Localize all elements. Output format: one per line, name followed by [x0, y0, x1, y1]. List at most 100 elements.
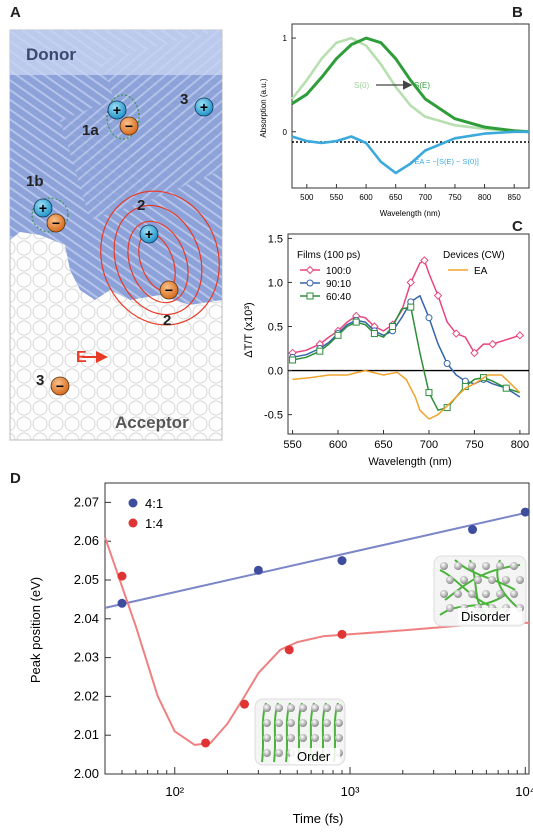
y-tick-label: 2.03 [74, 650, 99, 665]
data-point [443, 360, 451, 368]
legend-label: 60:40 [326, 292, 351, 303]
data-point [389, 323, 397, 331]
y-tick-label: 0 [283, 128, 288, 137]
inset-particle [275, 704, 283, 712]
data-point [316, 347, 324, 355]
series-line [291, 130, 529, 175]
data-point [284, 645, 294, 655]
y-tick-label: 2.00 [74, 766, 99, 781]
inset-particle [275, 749, 283, 757]
species-tag-3-electron: 3 [36, 372, 44, 389]
inset-particle [335, 719, 343, 727]
data-point [425, 314, 433, 322]
panel-label-d: D [10, 470, 21, 487]
inset-particle [323, 719, 331, 727]
inset-particle [446, 604, 454, 612]
data-point [306, 292, 314, 300]
legend-marker [128, 518, 138, 528]
plus-glyph: + [200, 99, 208, 115]
electron-icon [50, 376, 70, 396]
inset-particle [323, 734, 331, 742]
data-point [468, 525, 478, 535]
inset-particle [496, 562, 504, 570]
x-axis-label: Wavelength (nm) [368, 456, 451, 468]
y-tick-label: 2.05 [74, 572, 99, 587]
inset-particle [311, 734, 319, 742]
inset-particle [311, 704, 319, 712]
data-point [515, 331, 525, 340]
y-tick-label: 2.07 [74, 494, 99, 509]
x-tick-label: 500 [300, 193, 314, 202]
x-tick-label: 800 [511, 439, 529, 451]
y-tick-label: 1.5 [268, 233, 283, 245]
inset-particle [496, 590, 504, 598]
donor-label: Donor [26, 45, 76, 64]
minus-glyph: − [165, 282, 173, 298]
species-tag-2-hole: 2 [137, 197, 145, 214]
inset-particle [335, 704, 343, 712]
y-tick-label: 1.0 [268, 277, 283, 289]
panel-c-chart: 550 600 650 700 750 800 -0.5 0.0 0.5 1.0 1.5 ΔT/T … [243, 233, 530, 468]
data-point [117, 598, 127, 608]
series-line [290, 36, 530, 134]
x-tick-label: 650 [389, 193, 403, 202]
x-tick-label: 600 [329, 439, 347, 451]
fit-line [104, 536, 530, 746]
x-tick-label: 10² [165, 784, 184, 799]
species-tag-2-electron: 2 [163, 312, 171, 329]
data-point [420, 256, 429, 265]
inset-particle [460, 576, 468, 584]
data-point [334, 331, 342, 339]
x-axis-label: Time (fs) [293, 811, 344, 826]
x-tick-label: 550 [330, 193, 344, 202]
inset-particle [488, 576, 496, 584]
inset-particle [299, 704, 307, 712]
data-point [443, 404, 451, 412]
donor-header-band [10, 30, 222, 75]
inset-particle [299, 719, 307, 727]
series-label-s0: S(0) [354, 81, 369, 90]
inset-particle [311, 719, 319, 727]
minus-glyph: − [52, 215, 60, 231]
species-tag-1b: 1b [26, 173, 44, 190]
data-point [502, 384, 510, 392]
fit-line [104, 511, 530, 609]
y-axis-label: Absorption (a.u.) [259, 78, 268, 137]
inset-particle [263, 719, 271, 727]
data-point [452, 329, 461, 338]
inset-particle [468, 590, 476, 598]
inset-particle [335, 734, 343, 742]
data-point [117, 571, 127, 581]
x-tick-label: 750 [465, 439, 483, 451]
inset-particle [287, 704, 295, 712]
series-label-ea: −EA = −[S(E) − S(0)] [410, 157, 479, 166]
inset-particle [510, 590, 518, 598]
inset-particle [516, 576, 524, 584]
field-label: E [76, 349, 87, 366]
x-tick-label: 700 [419, 193, 433, 202]
exciton-1a-outline [106, 94, 140, 140]
y-tick-label: -0.5 [264, 410, 283, 422]
inset-particle [440, 562, 448, 570]
inset-particle [440, 590, 448, 598]
inset-particle [454, 562, 462, 570]
x-tick-label: 550 [283, 439, 301, 451]
y-tick-label: 2.06 [74, 533, 99, 548]
panel-b-chart: 500 550 600 650 700 750 800 850 0 1 Absorption (a… [259, 23, 530, 218]
x-axis-label: Wavelength (nm) [380, 209, 441, 218]
electron-icon [159, 280, 179, 300]
x-tick-label: 800 [478, 193, 492, 202]
inset-particle [482, 562, 490, 570]
data-point [370, 330, 378, 338]
y-tick-label: 2.04 [74, 611, 99, 626]
plus-glyph: + [145, 226, 153, 242]
series-line [291, 36, 530, 134]
data-point [425, 389, 433, 397]
inset-particle [275, 719, 283, 727]
electron-icon [46, 213, 66, 233]
minus-glyph: − [56, 378, 64, 394]
y-tick-label: 1 [283, 34, 288, 43]
inset-particle [468, 562, 476, 570]
legend: 100:0 90:10 60:40 EA [300, 265, 488, 303]
